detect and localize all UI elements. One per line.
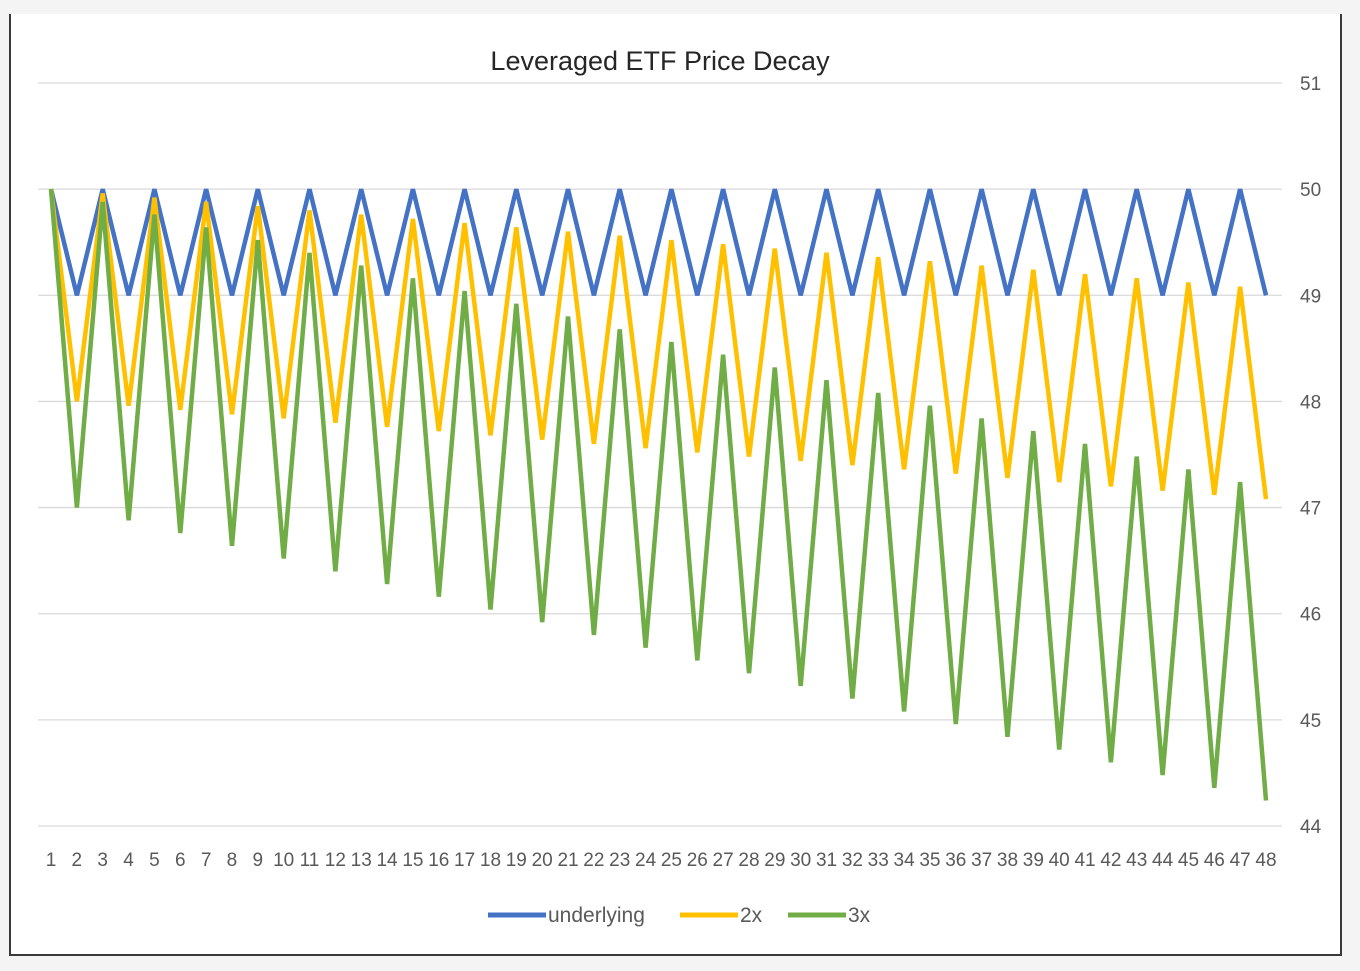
y-tick-label: 50 [1300, 180, 1321, 201]
x-tick-label: 38 [997, 850, 1018, 871]
chart-area [9, 14, 1342, 956]
x-tick-label: 9 [253, 850, 264, 871]
legend-label-2x: 2x [740, 904, 763, 927]
x-tick-label: 33 [868, 850, 889, 871]
x-tick-label: 1 [46, 850, 57, 871]
x-tick-label: 12 [325, 850, 346, 871]
x-tick-label: 18 [480, 850, 501, 871]
x-tick-label: 22 [583, 850, 604, 871]
x-tick-label: 40 [1049, 850, 1070, 871]
x-tick-label: 39 [1023, 850, 1044, 871]
x-tick-label: 47 [1230, 850, 1251, 871]
x-tick-label: 29 [764, 850, 785, 871]
x-tick-label: 24 [635, 850, 657, 871]
y-tick-label: 48 [1300, 392, 1321, 413]
x-tick-label: 11 [300, 850, 320, 871]
x-tick-label: 4 [123, 850, 134, 871]
x-tick-label: 35 [919, 850, 940, 871]
series-line-3x [48, 188, 1269, 801]
x-tick-label: 36 [945, 850, 966, 871]
y-tick-label: 46 [1300, 605, 1321, 626]
x-tick-label: 10 [273, 850, 294, 871]
x-tick-label: 8 [227, 850, 238, 871]
gridlines [38, 82, 1282, 827]
x-tick-label: 42 [1100, 850, 1121, 871]
x-tick-label: 34 [894, 850, 916, 871]
x-tick-label: 7 [201, 850, 212, 871]
x-tick-label: 19 [506, 850, 527, 871]
legend-label-3x: 3x [848, 904, 871, 927]
x-tick-label: 15 [402, 850, 423, 871]
series-lines [48, 188, 1269, 801]
x-tick-label: 23 [609, 850, 630, 871]
x-tick-label: 37 [971, 850, 992, 871]
x-tick-label: 14 [376, 850, 398, 871]
x-tick-label: 2 [72, 850, 83, 871]
x-tick-label: 17 [454, 850, 475, 871]
y-tick-label: 44 [1300, 817, 1322, 838]
series-line-2x [48, 188, 1269, 500]
y-tick-label: 51 [1300, 74, 1321, 95]
series-line-underlying [48, 188, 1269, 296]
x-tick-label: 21 [557, 850, 578, 871]
x-tick-label: 13 [351, 850, 372, 871]
x-tick-label: 48 [1255, 850, 1276, 871]
legend-label-underlying: underlying [548, 904, 645, 927]
x-tick-label: 45 [1178, 850, 1199, 871]
legend: underlying 2x 3x [488, 904, 871, 927]
chart-title: Leveraged ETF Price Decay [490, 46, 830, 76]
x-tick-label: 27 [713, 850, 734, 871]
x-tick-label: 32 [842, 850, 863, 871]
x-tick-label: 30 [790, 850, 811, 871]
x-tick-label: 25 [661, 850, 682, 871]
x-tick-label: 44 [1152, 850, 1174, 871]
y-axis-ticks: 44 45 46 47 48 49 50 51 [1300, 74, 1322, 838]
y-tick-label: 49 [1300, 286, 1321, 307]
y-tick-label: 45 [1300, 711, 1321, 732]
x-tick-label: 43 [1126, 850, 1147, 871]
y-tick-label: 47 [1300, 499, 1321, 520]
x-tick-label: 26 [687, 850, 708, 871]
x-tick-label: 16 [428, 850, 449, 871]
x-tick-label: 28 [738, 850, 759, 871]
x-tick-label: 31 [816, 850, 837, 871]
x-tick-label: 46 [1204, 850, 1225, 871]
x-tick-label: 6 [175, 850, 186, 871]
x-tick-label: 20 [532, 850, 553, 871]
x-tick-label: 5 [149, 850, 160, 871]
x-tick-label: 3 [97, 850, 108, 871]
x-tick-label: 41 [1074, 850, 1095, 871]
x-axis-ticks: 1 2 3 4 5 6 7 8 9 10 11 12 13 14 15 16 17 18 19 20 21 22 23 24 2… [46, 850, 1277, 871]
